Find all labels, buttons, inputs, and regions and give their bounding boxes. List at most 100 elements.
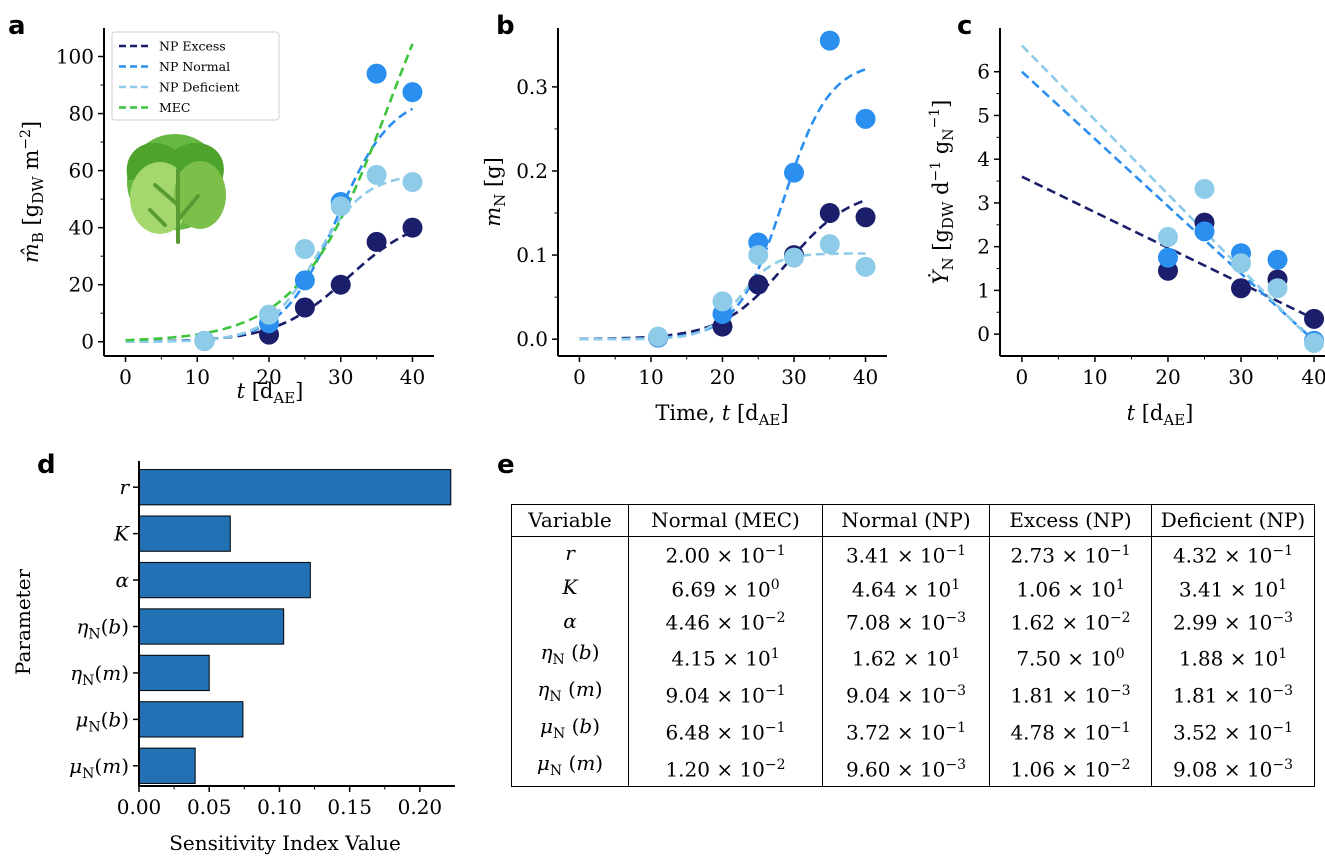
variable-cell: μN (m) [511, 748, 629, 787]
y-tick-label: 80 [69, 102, 94, 126]
y-tick-label: 0 [81, 330, 94, 354]
table-row: r 2.00 × 10−1 3.41 × 10−1 2.73 × 10−1 4.32 ×… [511, 536, 1315, 571]
data-point [855, 108, 876, 129]
x-tick-label: 0.15 [327, 795, 372, 819]
data-point [330, 196, 351, 217]
panel-label-d: d [37, 450, 56, 480]
x-tick-label: 30 [781, 365, 806, 389]
data-point [402, 217, 423, 238]
x-tick-label: 0.10 [257, 795, 302, 819]
x-tick-label: 10 [638, 365, 663, 389]
y-tick-label: 0 [977, 322, 990, 346]
lettuce-icon [126, 134, 226, 244]
y-axis-title: Parameter [11, 568, 35, 675]
value-cell: 1.06 × 101 [989, 570, 1152, 605]
x-tick-label: 0 [1016, 365, 1029, 389]
x-tick-label: 40 [853, 365, 878, 389]
y-tick-label: 0.3 [516, 75, 548, 99]
x-tick-label: 0.00 [117, 795, 162, 819]
value-cell: 1.81 × 10−3 [1151, 674, 1315, 712]
y-tick-label: μN(m) [69, 754, 129, 782]
x-tick-label: 0 [573, 365, 586, 389]
data-point [1231, 253, 1252, 274]
data-point [259, 304, 279, 325]
column-header: Normal (MEC) [628, 504, 823, 537]
y-tick-label: 3 [977, 191, 990, 215]
legend-label: NP Normal [159, 59, 230, 74]
x-tick-label: 20 [256, 365, 281, 389]
x-axis-title: t [dAE] [237, 379, 304, 407]
data-point [294, 239, 315, 260]
data-point [1267, 249, 1288, 270]
data-point [194, 330, 215, 351]
value-cell: 9.60 × 10−3 [822, 748, 990, 787]
panel-label-a: a [8, 11, 26, 41]
y-tick-label: 6 [977, 60, 990, 84]
value-cell: 1.62 × 10−2 [989, 604, 1152, 638]
lettuce-leaf-left [130, 162, 190, 234]
data-point [784, 247, 805, 268]
lettuce-veins [148, 168, 200, 244]
y-tick-label: 2 [977, 235, 990, 259]
column-header: Excess (NP) [989, 504, 1152, 537]
data-point [402, 82, 423, 103]
panel-label-c: c [957, 11, 972, 41]
bar [138, 561, 311, 599]
x-tick-label: 40 [400, 365, 425, 389]
data-point [366, 164, 387, 185]
y-tick-label: K [113, 522, 130, 546]
y-tick-label: ηN(m) [70, 661, 129, 689]
column-header: Deficient (NP) [1151, 504, 1315, 537]
value-cell: 7.08 × 10−3 [822, 604, 990, 638]
y-tick-label: r [119, 475, 130, 499]
data-point [648, 326, 669, 347]
value-cell: 1.62 × 101 [822, 637, 990, 675]
panel-label-e: e [497, 450, 515, 480]
data-point [855, 256, 876, 277]
variable-cell: ηN (m) [511, 674, 629, 712]
y-tick-label: 0.0 [516, 327, 548, 351]
column-header: Variable [511, 504, 629, 537]
panel-label-b: b [496, 11, 515, 41]
y-axis-title: mN [g] [481, 157, 509, 227]
x-tick-label: 30 [328, 365, 353, 389]
value-cell: 1.06 × 10−2 [989, 748, 1152, 787]
y-tick-label: 4 [977, 147, 990, 171]
legend-label: NP Excess [159, 39, 226, 54]
y-tick-label: 0.1 [516, 243, 548, 267]
y-tick-label: α [115, 568, 129, 592]
value-cell: 3.41 × 101 [1151, 570, 1315, 605]
chart-b-nitrogen-mass: 0 10 20 30 40 0.0 0.1 0.2 0.3 Time, t [dAE] mN [g] [481, 28, 887, 429]
column-header: Normal (NP) [822, 504, 990, 537]
y-tick-label: 1 [977, 278, 990, 302]
data-point [1267, 278, 1288, 299]
value-cell: 7.50 × 100 [989, 637, 1152, 675]
value-cell: 4.15 × 101 [628, 637, 823, 675]
value-cell: 6.69 × 100 [628, 570, 823, 605]
y-axis-title: m̂B [gDW m−2] [18, 121, 47, 263]
bar [138, 515, 231, 552]
fit-line-np-normal [1021, 70, 1315, 342]
data-point [366, 63, 387, 84]
x-tick-label: 10 [185, 365, 210, 389]
x-tick-label: 0.05 [187, 795, 232, 819]
value-cell: 3.41 × 10−1 [822, 536, 990, 571]
legend-box [111, 31, 280, 121]
data-point [294, 297, 315, 318]
y-tick-label: 100 [56, 45, 94, 69]
y-tick-label: 40 [69, 216, 94, 240]
x-tick-label: 30 [1228, 365, 1253, 389]
value-cell: 1.20 × 10−2 [628, 748, 823, 787]
bar [138, 469, 452, 506]
x-tick-label: 10 [1082, 365, 1107, 389]
value-cell: 9.04 × 10−1 [628, 674, 823, 712]
value-cell: 1.81 × 10−3 [989, 674, 1152, 712]
data-point [1157, 247, 1178, 268]
x-tick-label: 0.20 [398, 795, 443, 819]
table-row: K 6.69 × 100 4.64 × 101 1.06 × 101 3.41 × 10… [511, 570, 1315, 605]
bar [138, 608, 285, 645]
value-cell: 9.08 × 10−3 [1151, 748, 1315, 787]
value-cell: 3.52 × 10−1 [1151, 711, 1315, 749]
data-point [855, 207, 876, 228]
